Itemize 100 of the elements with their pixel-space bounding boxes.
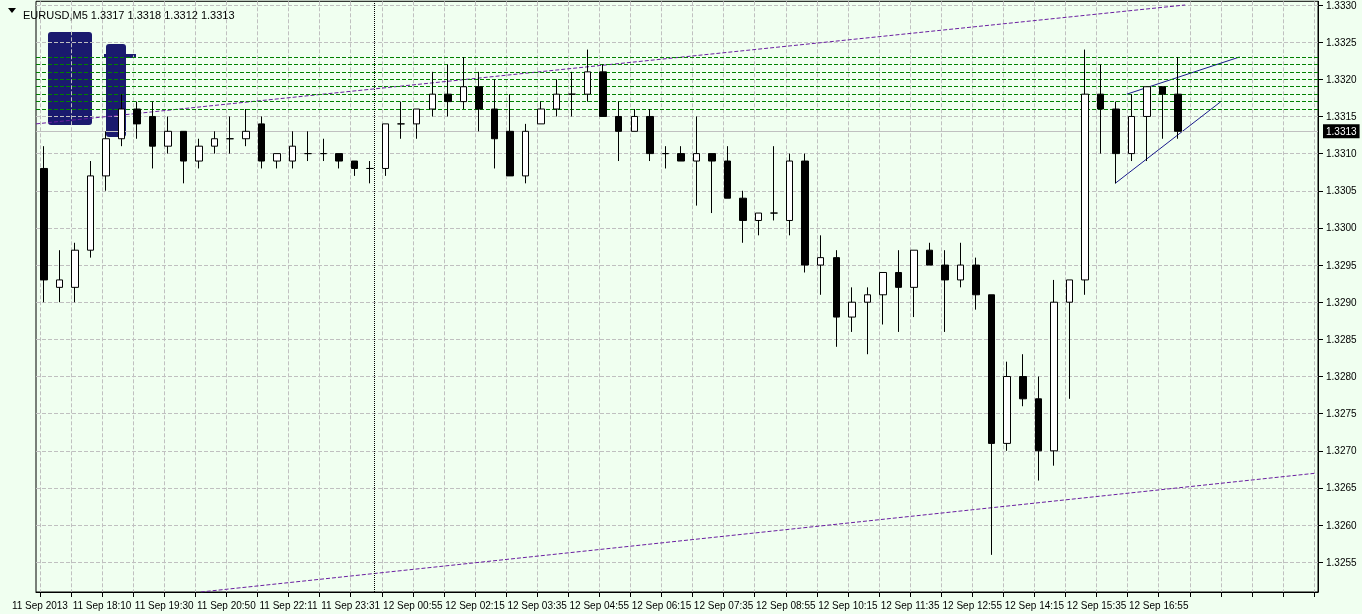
candlestick (242, 108, 250, 147)
x-tick-label: 12 Sep 04:55 (569, 599, 630, 611)
candlestick (1143, 86, 1151, 162)
x-tick-label: 12 Sep 00:55 (383, 599, 444, 611)
candlestick (366, 160, 374, 184)
candlestick (957, 242, 964, 288)
ref-line-label: 1.3313 (1326, 125, 1358, 137)
candlestick (87, 160, 94, 259)
y-tick-label: 1.3285 (1326, 333, 1358, 345)
y-tick-label: 1.3310 (1326, 148, 1358, 160)
candlestick (1159, 86, 1166, 140)
candlestick (102, 130, 110, 192)
y-tick-label: 1.3275 (1326, 408, 1358, 420)
x-tick-label: 12 Sep 12:55 (942, 599, 1003, 611)
x-tick-label: 12 Sep 03:35 (507, 599, 568, 611)
candlestick (149, 101, 156, 169)
x-tick-label: 12 Sep 07:35 (693, 599, 754, 611)
x-tick-label: 12 Sep 15:35 (1066, 599, 1127, 611)
candlestick (475, 71, 483, 132)
candlestick (786, 153, 793, 236)
candlestick (1128, 93, 1135, 162)
x-tick-label: 11 Sep 23:31 (321, 599, 381, 611)
candlestick (320, 138, 327, 162)
candlestick (1019, 353, 1027, 407)
candlestick (429, 71, 436, 117)
y-tick-label: 1.3270 (1326, 445, 1358, 457)
candlestick (1050, 279, 1058, 467)
candlestick (1174, 56, 1182, 140)
candlestick (646, 108, 654, 162)
candlestick (164, 115, 172, 155)
candlestick (382, 123, 389, 177)
candlestick (506, 93, 514, 177)
candlestick (724, 145, 731, 199)
candlestick (273, 153, 281, 169)
candlestick (801, 153, 809, 273)
candlestick (941, 249, 949, 333)
candlestick (848, 286, 856, 333)
candlestick (568, 71, 576, 117)
text: EURUSD,M5 1.3317 1.3318 1.3312 1.3313 (23, 8, 235, 21)
x-tick-label: 12 Sep 16:55 (1128, 599, 1189, 611)
candlestick (258, 115, 265, 169)
candlestick (864, 286, 871, 355)
x-tick-label: 12 Sep 02:15 (445, 599, 506, 611)
y-tick-label: 1.3300 (1326, 222, 1358, 234)
candlestick (693, 115, 700, 207)
candlestick (895, 249, 902, 333)
candlestick (195, 138, 203, 169)
candlestick (335, 153, 343, 169)
candlestick (40, 145, 48, 303)
candlestick (817, 234, 824, 296)
x-tick-label: 11 Sep 2013 (11, 599, 69, 611)
candlestick (351, 160, 358, 177)
y-tick-label: 1.3315 (1326, 110, 1358, 122)
candlestick (180, 130, 187, 184)
candlestick (1112, 101, 1120, 184)
y-tick-label: 1.3280 (1326, 371, 1358, 383)
x-tick-label: 12 Sep 14:15 (1004, 599, 1065, 611)
candlestick (522, 123, 529, 184)
candlestick (879, 271, 887, 326)
y-tick-label: 1.3260 (1326, 519, 1358, 531)
candlestick (708, 153, 716, 214)
x-tick-label: 12 Sep 10:15 (818, 599, 879, 611)
candlestick (615, 101, 622, 162)
candlestick (304, 130, 312, 162)
y-tick-label: 1.3305 (1326, 185, 1358, 197)
candlestick (211, 130, 218, 155)
candlestick (770, 145, 778, 221)
y-tick-label: 1.3295 (1326, 259, 1358, 271)
candlestick (755, 212, 762, 236)
candlestick (289, 130, 296, 169)
candlestick (71, 242, 79, 303)
candlestick (833, 249, 840, 348)
candlestick (413, 108, 420, 140)
y-tick-label: 1.3320 (1326, 73, 1358, 85)
y-tick-label: 1.3290 (1326, 296, 1358, 308)
candlestick (926, 242, 933, 266)
candlestick (133, 101, 141, 140)
candlestick (1003, 361, 1011, 452)
candlestick (397, 101, 405, 140)
candlestick (972, 257, 980, 311)
x-tick-label: 11 Sep 19:30 (134, 599, 195, 611)
x-tick-label: 11 Sep 22:11 (259, 599, 318, 611)
candlestick (1035, 376, 1042, 482)
candlestick (444, 63, 452, 117)
candlestick (910, 249, 918, 318)
candlestick (118, 93, 125, 147)
candlestick (988, 294, 995, 556)
y-tick-label: 1.3265 (1326, 482, 1358, 494)
candlestick (739, 190, 747, 244)
candlestick (599, 63, 607, 117)
x-tick-label: 12 Sep 11:35 (880, 599, 940, 611)
y-tick-label: 1.3330 (1326, 0, 1358, 11)
candlestick (677, 145, 685, 162)
x-tick-label: 12 Sep 06:15 (631, 599, 692, 611)
y-tick-label: 1.3255 (1326, 556, 1358, 568)
x-tick-label: 11 Sep 20:50 (196, 599, 257, 611)
candlestick (631, 108, 638, 132)
candlestick (1081, 49, 1089, 296)
candlestick (491, 78, 498, 169)
candlestick (56, 249, 63, 303)
